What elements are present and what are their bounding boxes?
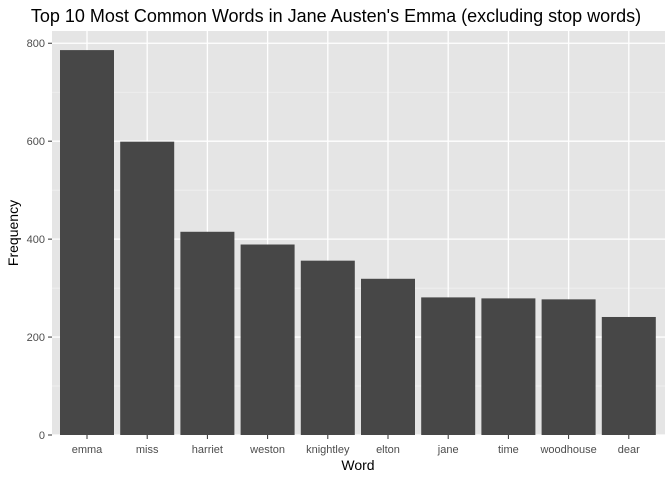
x-tick-label-jane: jane xyxy=(437,444,459,456)
bar-dear xyxy=(601,316,656,435)
x-tick-label-miss: miss xyxy=(136,444,159,456)
y-tick-label: 800 xyxy=(27,38,45,50)
bar-elton xyxy=(361,278,415,435)
bar-weston xyxy=(240,244,295,435)
x-tick-label-emma: emma xyxy=(72,444,103,456)
bar-jane xyxy=(421,297,476,435)
y-tick-label: 0 xyxy=(39,430,45,442)
y-tick-label: 600 xyxy=(27,136,45,148)
y-tick-label: 400 xyxy=(27,234,45,246)
x-tick-label-elton: elton xyxy=(376,444,400,456)
bar-emma xyxy=(60,50,114,436)
x-tick-label-time: time xyxy=(498,444,519,456)
y-axis-ticks: 0 200 400 600 800 xyxy=(27,38,52,442)
y-axis-title: Frequency xyxy=(5,200,21,266)
bar-harriet xyxy=(180,231,235,435)
bar-knightley xyxy=(300,260,355,435)
x-tick-label-weston: weston xyxy=(249,444,285,456)
bar-miss xyxy=(120,141,175,435)
y-tick-label: 200 xyxy=(27,332,45,344)
x-tick-label-harriet: harriet xyxy=(192,444,223,456)
x-tick-label-woodhouse: woodhouse xyxy=(539,444,596,456)
x-axis-ticks: emma miss harriet weston knightley elton jane t… xyxy=(72,435,640,456)
bar-woodhouse xyxy=(541,299,596,435)
x-tick-label-knightley: knightley xyxy=(306,444,350,456)
bar-time xyxy=(481,298,536,435)
bars xyxy=(60,50,656,436)
chart-title: Top 10 Most Common Words in Jane Austen'… xyxy=(31,6,641,26)
x-axis-title: Word xyxy=(341,457,374,473)
x-tick-label-dear: dear xyxy=(618,444,640,456)
